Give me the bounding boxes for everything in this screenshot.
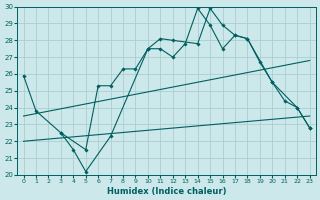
X-axis label: Humidex (Indice chaleur): Humidex (Indice chaleur) — [107, 187, 226, 196]
